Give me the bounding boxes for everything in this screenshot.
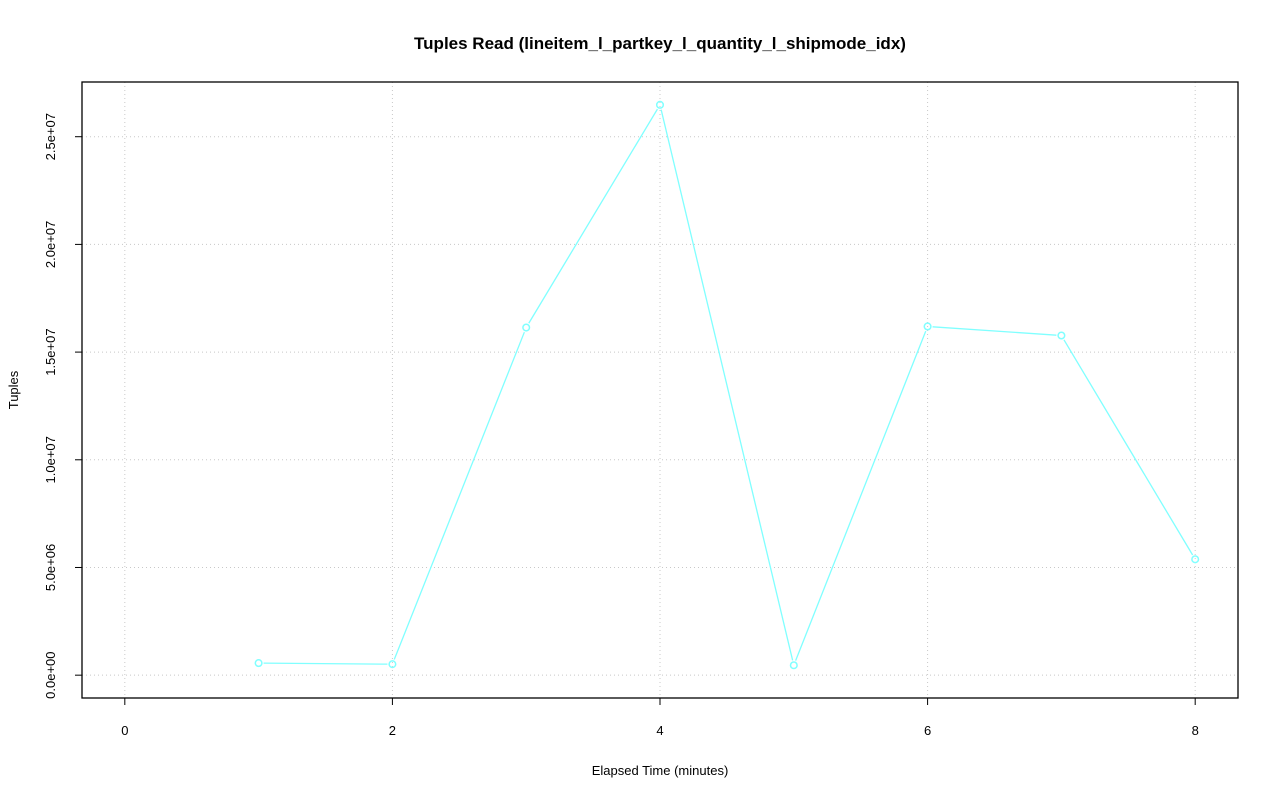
data-point (923, 322, 932, 331)
series-segment (263, 662, 388, 665)
series-segment (1063, 339, 1194, 556)
series-segment (393, 331, 525, 660)
series-segment (795, 330, 927, 661)
x-tick-label: 0 (121, 723, 128, 738)
y-tick-label: 5.0e+06 (43, 544, 58, 591)
series (254, 100, 1200, 670)
x-tick-label: 8 (1192, 723, 1199, 738)
data-point (1057, 331, 1066, 340)
data-point (522, 323, 531, 332)
y-tick-label: 2.5e+07 (43, 113, 58, 160)
y-tick-label: 2.0e+07 (43, 221, 58, 268)
y-tick-label: 1.0e+07 (43, 436, 58, 483)
series-segment (528, 108, 658, 324)
x-tick-label: 4 (656, 723, 663, 738)
data-point (1191, 555, 1200, 564)
y-tick-label: 0.0e+00 (43, 651, 58, 698)
axes: 0 2 4 6 8 0.0e+00 5.0e+06 1.0e+07 1.5e+07 2.0e+07… (43, 113, 1199, 738)
data-point (789, 661, 798, 670)
series-segment (660, 109, 794, 661)
grid (82, 82, 1238, 698)
y-tick-label: 1.5e+07 (43, 328, 58, 375)
x-tick-label: 6 (924, 723, 931, 738)
data-point (655, 100, 665, 109)
y-axis-label: Tuples (6, 370, 21, 409)
data-point (388, 660, 397, 669)
x-tick-label: 2 (389, 723, 396, 738)
data-point (254, 659, 263, 668)
chart-title: Tuples Read (lineitem_l_partkey_l_quanti… (414, 34, 906, 53)
x-axis-label: Elapsed Time (minutes) (592, 763, 729, 778)
series-segment (932, 326, 1057, 336)
